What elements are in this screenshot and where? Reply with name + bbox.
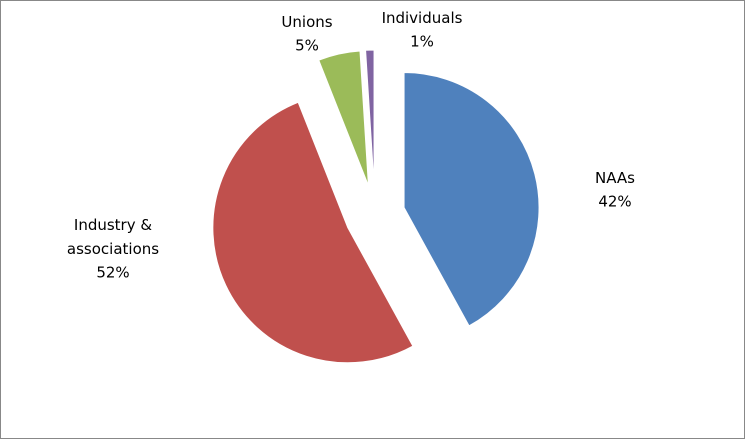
slice-label: NAAs bbox=[595, 169, 635, 187]
slice-label: Unions bbox=[281, 13, 332, 31]
pie-slice bbox=[403, 72, 540, 327]
slice-value-label: 52% bbox=[96, 264, 129, 282]
slice-label: Individuals bbox=[382, 9, 463, 27]
slice-label: Industry & associations bbox=[67, 216, 159, 258]
slice-value-label: 42% bbox=[598, 193, 631, 211]
slice-value-label: 5% bbox=[295, 37, 319, 55]
slice-value-label: 1% bbox=[410, 33, 434, 51]
pie-slice bbox=[318, 50, 369, 186]
pie-slice bbox=[365, 49, 375, 186]
pie-slice bbox=[212, 101, 414, 364]
